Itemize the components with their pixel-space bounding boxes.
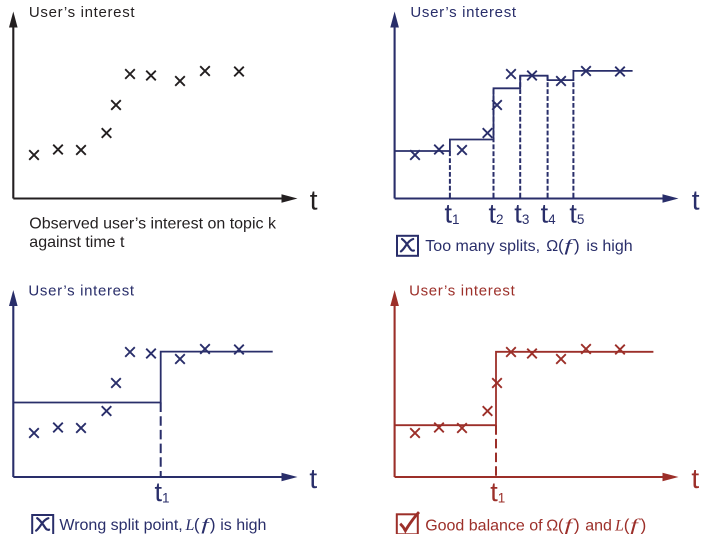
- svg-text:Wrong split point,L(f)is high: Wrong split point, L(f) is high: [59, 515, 266, 534]
- svg-text:t: t: [310, 184, 318, 215]
- svg-text:Too many splits,Ω(f)is high: Too many splits, Ω(f) is high: [425, 236, 632, 255]
- svg-text:t: t: [692, 184, 700, 215]
- svg-text:against time t: against time t: [29, 234, 125, 251]
- svg-text:t: t: [691, 463, 699, 494]
- svg-text:User’s interest: User’s interest: [29, 4, 135, 21]
- svg-text:User’s interest: User’s interest: [410, 4, 516, 21]
- svg-text:Observed user’s interest on to: Observed user’s interest on topic k: [29, 216, 277, 233]
- svg-text:t: t: [309, 463, 317, 494]
- svg-text:User’s interest: User’s interest: [409, 283, 515, 300]
- svg-text:User’s interest: User’s interest: [28, 283, 134, 300]
